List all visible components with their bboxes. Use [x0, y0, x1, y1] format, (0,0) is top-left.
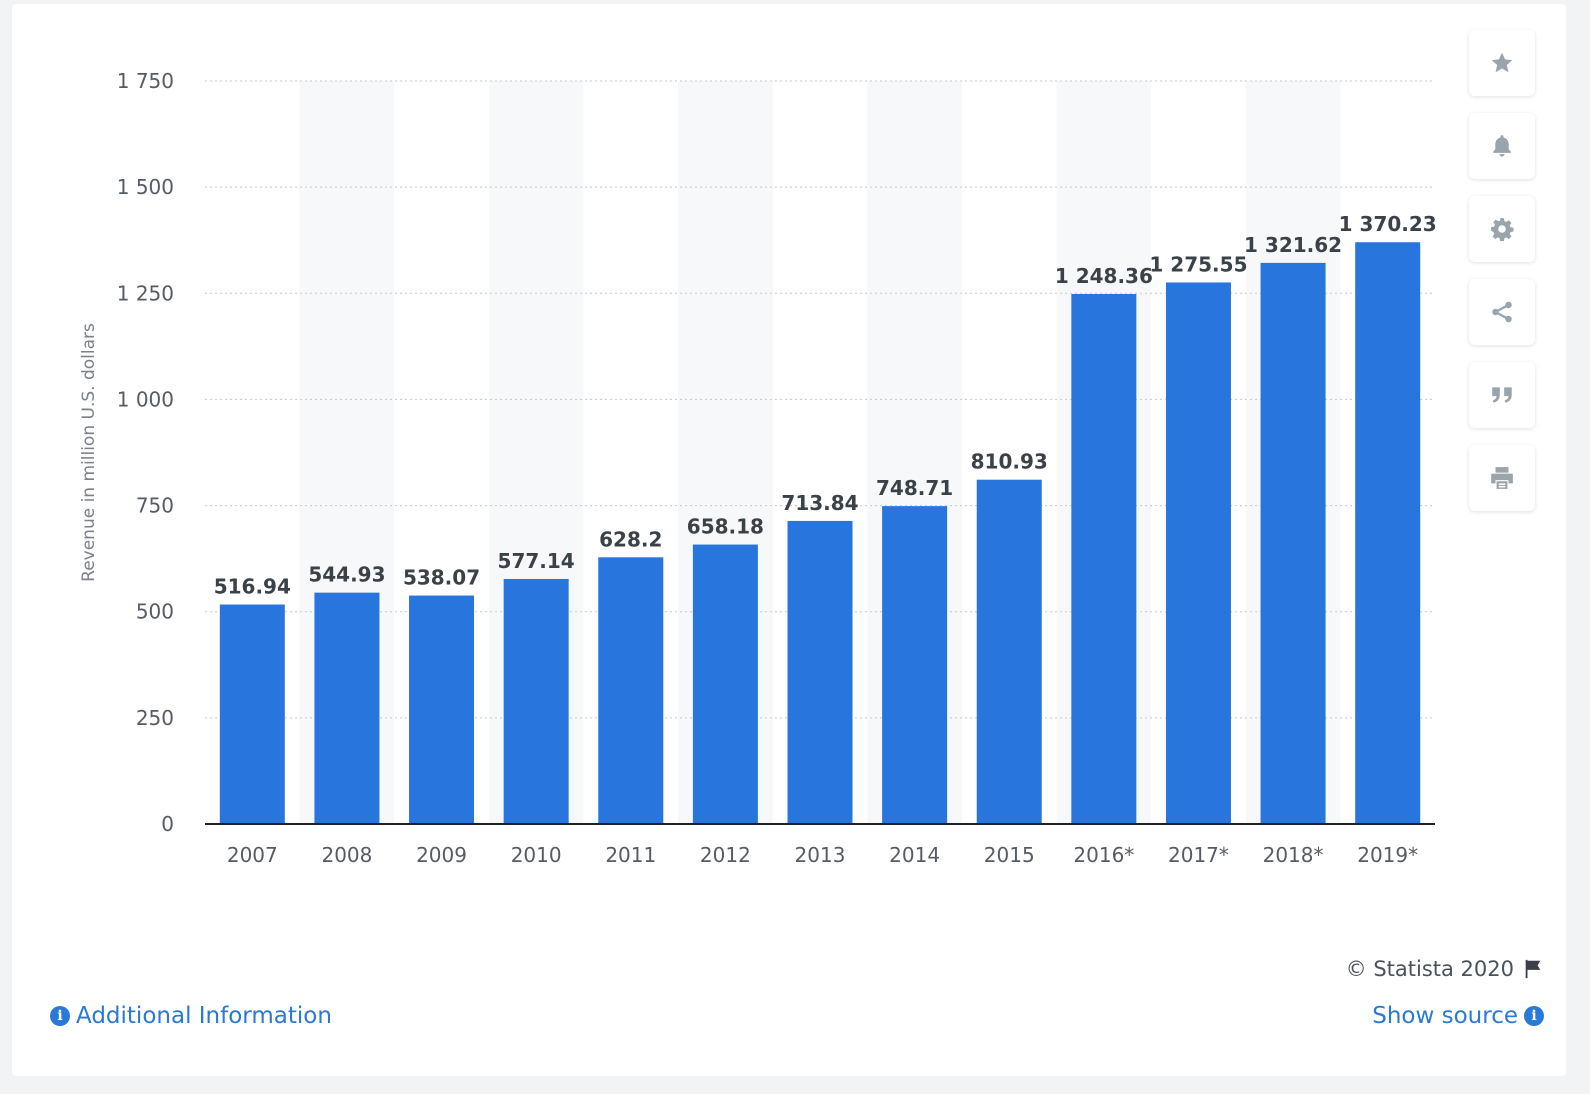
- cite-button[interactable]: [1469, 362, 1535, 428]
- x-tick-label: 2015: [984, 843, 1035, 867]
- x-tick-label: 2009: [416, 843, 467, 867]
- data-label: 1 321.62: [1244, 233, 1342, 257]
- x-tick-label: 2011: [605, 843, 656, 867]
- x-tick-label: 2014: [889, 843, 940, 867]
- show-source-link[interactable]: Show source i: [1372, 1003, 1544, 1029]
- bell-icon: [1493, 135, 1511, 157]
- bar[interactable]: [1355, 242, 1421, 824]
- data-label: 748.71: [876, 476, 953, 500]
- y-axis-title: Revenue in million U.S. dollars: [79, 323, 99, 582]
- data-label: 713.84: [781, 491, 858, 515]
- notification-button[interactable]: [1469, 113, 1535, 179]
- data-label: 577.14: [498, 549, 575, 573]
- star-icon: [1491, 52, 1513, 73]
- bar[interactable]: [598, 557, 664, 824]
- bar-chart: 0 250 500 750 1 000 1 250 1 500 1 750 Revenue in…: [79, 69, 1437, 867]
- copyright-text: © Statista 2020: [1345, 957, 1514, 981]
- data-label: 516.94: [214, 575, 291, 599]
- share-icon: [1492, 301, 1512, 323]
- info-icon: i: [50, 1006, 70, 1026]
- bar[interactable]: [409, 595, 475, 824]
- y-tick-label: 1 250: [117, 281, 174, 305]
- x-tick-label: 2013: [795, 843, 846, 867]
- y-tick-label: 1 500: [117, 175, 174, 199]
- data-label: 810.93: [971, 450, 1048, 474]
- y-tick-label: 750: [136, 494, 174, 518]
- favorite-button[interactable]: [1469, 30, 1535, 96]
- x-tick-label: 2010: [511, 843, 562, 867]
- data-label: 544.93: [308, 563, 385, 587]
- additional-information-label: Additional Information: [76, 1003, 332, 1029]
- x-tick-label: 2016*: [1073, 843, 1134, 867]
- gear-icon: [1491, 218, 1514, 242]
- y-tick-label: 500: [136, 600, 174, 624]
- copyright-notice: © Statista 2020: [1346, 957, 1544, 981]
- bar[interactable]: [1071, 293, 1137, 824]
- x-tick-label: 2007: [227, 843, 278, 867]
- x-tick-label: 2012: [700, 843, 751, 867]
- data-label: 538.07: [403, 566, 480, 590]
- bar[interactable]: [219, 604, 285, 824]
- y-tick-label: 250: [136, 706, 174, 730]
- share-button[interactable]: [1469, 279, 1535, 345]
- side-toolbar: [1469, 30, 1535, 528]
- data-label: 1 248.36: [1055, 264, 1153, 288]
- bar[interactable]: [692, 544, 758, 824]
- bar[interactable]: [1260, 262, 1326, 824]
- bar[interactable]: [1165, 282, 1231, 824]
- bar[interactable]: [882, 506, 948, 824]
- y-tick-label: 0: [161, 812, 174, 836]
- y-tick-label: 1 000: [117, 387, 174, 411]
- data-label: 1 370.23: [1339, 212, 1437, 236]
- quote-icon: [1492, 387, 1512, 403]
- bar[interactable]: [787, 520, 853, 824]
- bar[interactable]: [503, 578, 569, 824]
- flag-icon[interactable]: [1522, 958, 1544, 980]
- x-tick-label: 2017*: [1168, 843, 1229, 867]
- print-button[interactable]: [1469, 445, 1535, 511]
- bar[interactable]: [314, 592, 380, 824]
- show-source-label: Show source: [1372, 1003, 1518, 1029]
- settings-button[interactable]: [1469, 196, 1535, 262]
- x-tick-label: 2018*: [1263, 843, 1324, 867]
- bar[interactable]: [976, 479, 1042, 824]
- print-icon: [1491, 467, 1513, 489]
- info-icon: i: [1524, 1006, 1544, 1026]
- additional-information-link[interactable]: i Additional Information: [50, 1003, 332, 1029]
- data-label: 1 275.55: [1149, 252, 1247, 276]
- x-tick-label: 2019*: [1357, 843, 1418, 867]
- y-tick-label: 1 750: [117, 69, 174, 93]
- data-label: 628.2: [599, 527, 662, 551]
- x-tick-label: 2008: [321, 843, 372, 867]
- data-label: 658.18: [687, 515, 764, 539]
